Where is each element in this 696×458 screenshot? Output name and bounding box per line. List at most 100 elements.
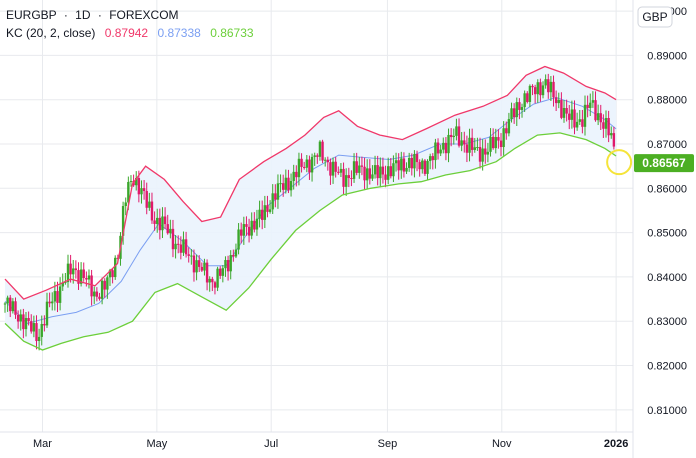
highlight-circle: [606, 149, 633, 176]
candle-body: [368, 168, 372, 179]
candle-body: [161, 216, 164, 231]
candle-body: [360, 165, 364, 167]
candle-body: [22, 314, 25, 330]
candle-body: [449, 134, 453, 138]
candle-body: [389, 166, 392, 177]
y-tick-label: 0.82000: [647, 361, 687, 373]
candle-body: [573, 109, 576, 128]
indicator-legend[interactable]: KC (20, 2, close) 0.87942 0.87338 0.8673…: [6, 26, 254, 40]
chart-header[interactable]: EURGBP · 1D · FOREXCOM: [6, 8, 179, 22]
candle-body: [64, 282, 67, 284]
candle-body: [552, 81, 555, 98]
candle-body: [523, 93, 526, 108]
candle-body: [124, 202, 127, 207]
candle-body: [486, 151, 490, 155]
candle-body: [470, 137, 474, 150]
candle-body: [581, 119, 584, 127]
candle-body: [279, 183, 282, 185]
candle-body: [339, 168, 343, 173]
candle-body: [27, 318, 30, 322]
kc-upper-line: [4, 65, 617, 300]
candle-body: [6, 297, 9, 304]
currency-label: GBP: [642, 10, 667, 24]
candle-body: [331, 161, 335, 176]
y-tick-label: 0.84000: [647, 272, 687, 284]
candle-body: [397, 160, 400, 171]
candle-body: [156, 217, 159, 224]
candle-body: [531, 85, 534, 88]
symbol-name: EURGBP: [6, 8, 57, 22]
candle-body: [476, 147, 479, 149]
candle-body: [599, 113, 602, 123]
candle-body: [245, 224, 248, 227]
candle-body: [457, 126, 461, 146]
candle-body: [386, 166, 390, 180]
candle-body: [444, 142, 448, 154]
candle-body: [610, 133, 613, 136]
candle-body: [250, 220, 253, 236]
candle-body: [423, 160, 427, 174]
candle-body: [565, 108, 568, 114]
candle-body: [465, 144, 469, 153]
keltner-band-fill: [5, 66, 617, 350]
candle-body: [589, 102, 592, 108]
candle-body: [578, 119, 581, 122]
candle-body: [295, 171, 298, 178]
candle-body: [127, 181, 130, 203]
candle-body: [431, 156, 434, 161]
candle-body: [570, 109, 574, 120]
candle-body: [583, 104, 587, 127]
candle-body: [491, 136, 495, 149]
candle-body: [121, 206, 125, 236]
candle-body: [342, 168, 345, 187]
candle-body: [40, 323, 43, 337]
candle-body: [24, 318, 28, 330]
candle-body: [51, 301, 54, 304]
candle-body: [150, 201, 154, 221]
currency-button[interactable]: [637, 6, 673, 28]
time-axis[interactable]: Mar May Jul Sep Nov 2026: [33, 438, 628, 450]
candle-body: [114, 257, 117, 278]
candle-body: [526, 93, 529, 102]
candle-body: [221, 268, 225, 276]
candle-body: [219, 268, 222, 276]
candle-body: [318, 141, 322, 157]
candle-body: [242, 224, 246, 236]
candle-body: [520, 107, 524, 110]
candle-body: [528, 85, 532, 102]
candle-body: [108, 270, 112, 278]
candle-body: [463, 140, 466, 145]
candle-body: [203, 262, 206, 271]
candle-body: [229, 255, 232, 272]
candle-body: [226, 260, 230, 272]
candle-body: [19, 314, 22, 322]
candle-body: [421, 160, 424, 170]
candle-body: [568, 113, 571, 120]
candle-body: [98, 296, 101, 299]
candle-body: [16, 314, 20, 322]
candle-body: [208, 278, 211, 283]
candle-body: [268, 209, 272, 212]
candle-body: [271, 193, 274, 210]
candle-body: [284, 177, 288, 190]
candle-body: [358, 165, 361, 173]
candle-body: [9, 297, 12, 312]
candle-body: [302, 166, 306, 168]
candle-body: [224, 260, 227, 269]
candle-body: [300, 158, 303, 167]
candle-body: [234, 249, 238, 257]
candle-body: [365, 168, 369, 181]
candle-body: [45, 301, 49, 326]
candle-body: [604, 117, 608, 129]
candle-body: [200, 266, 204, 271]
price-axis[interactable]: 0.900000.890000.880000.870000.860000.850…: [647, 6, 687, 417]
candle-body: [428, 156, 432, 161]
candle-body: [58, 286, 62, 303]
y-tick-label: 0.83000: [647, 316, 687, 328]
candle-body: [575, 121, 579, 128]
candle-body: [344, 175, 348, 187]
candle-body: [384, 174, 387, 180]
candle-body: [56, 291, 59, 303]
